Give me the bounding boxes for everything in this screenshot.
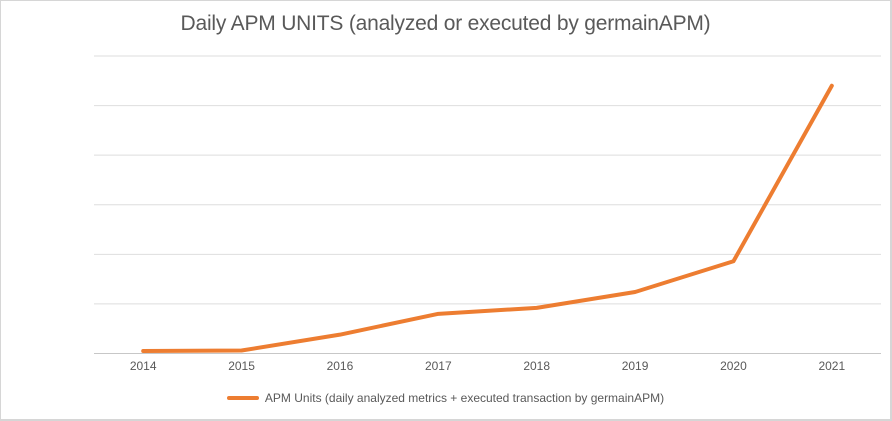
x-axis-label: 2020	[720, 359, 747, 373]
x-axis-label: 2018	[523, 359, 551, 373]
x-axis-label: 2021	[818, 359, 846, 373]
chart-title: Daily APM UNITS (analyzed or executed by…	[180, 12, 711, 35]
x-axis-label: 2019	[621, 359, 649, 373]
x-axis-label: 2014	[129, 359, 157, 373]
x-axis-label: 2016	[326, 359, 354, 373]
apm-units-line	[141, 83, 834, 354]
x-axis-label: 2017	[424, 359, 452, 373]
legend-label: APM Units (daily analyzed metrics + exec…	[264, 391, 665, 405]
legend-line-swatch-icon	[226, 396, 259, 400]
x-axis-label: 2015	[228, 359, 255, 373]
legend: APM Units (daily analyzed metrics + exec…	[1, 391, 890, 405]
